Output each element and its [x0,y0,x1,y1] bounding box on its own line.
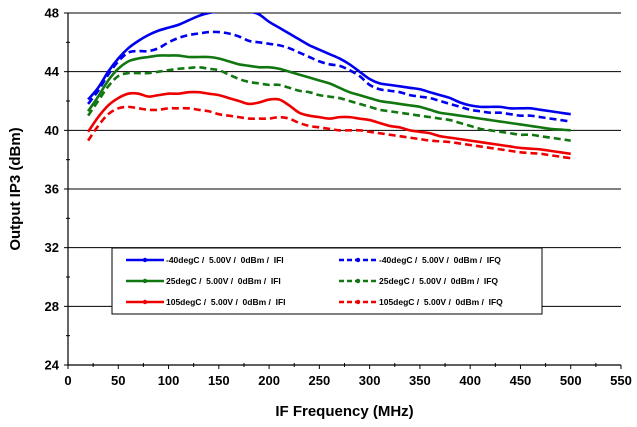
x-tick-label: 450 [510,373,532,388]
y-tick-label: 32 [45,240,59,255]
y-tick-label: 36 [45,182,59,197]
x-tick-label: 0 [64,373,71,388]
series-line-6 [87,105,571,160]
y-tick-label: 24 [45,358,60,373]
x-axis-title: IF Frequency (MHz) [275,403,413,420]
legend-box [111,247,543,315]
x-tick-label: 300 [359,373,381,388]
x-tick-label: 400 [459,373,481,388]
x-tick-label: 50 [111,373,125,388]
legend-marker [355,278,361,284]
series-line-1 [87,13,571,116]
legend-label: -40degC / 5.00V / 0dBm / IFI [166,255,284,265]
x-tick-label: 550 [610,373,632,388]
x-tick-label: 100 [158,373,180,388]
series-line-2 [87,30,571,123]
legend-label: 105degC / 5.00V / 0dBm / IFI [166,297,286,307]
legend-marker [142,257,148,263]
legend-marker [142,299,148,305]
series-line-4 [87,65,571,142]
legend-label: 105degC / 5.00V / 0dBm / IFQ [379,297,503,307]
legend-label: 25degC / 5.00V / 0dBm / IFQ [379,276,498,286]
y-tick-label: 40 [45,123,59,138]
series-lines [87,13,571,160]
x-tick-label: 150 [208,373,230,388]
y-tick-label: 48 [45,6,59,21]
legend-marker [355,299,361,305]
legend-marker [355,257,361,263]
x-tick-label: 500 [560,373,582,388]
legend: -40degC / 5.00V / 0dBm / IFI -40degC / 5.… [111,247,543,315]
y-tick-label: 44 [45,64,60,79]
series-line-5 [87,90,571,156]
legend-label: -40degC / 5.00V / 0dBm / IFQ [379,255,501,265]
y-tick-label: 28 [45,299,59,314]
series-line-3 [87,54,571,132]
x-tick-label: 200 [258,373,280,388]
legend-marker [142,278,148,284]
y-axis-title: Output IP3 (dBm) [7,127,24,250]
x-tick-label: 250 [309,373,331,388]
x-tick-label: 350 [409,373,431,388]
axes: 24 28 32 36 40 44 48 0 50 100 150 200 250 300 350 400 45… [45,6,632,389]
legend-label: 25degC / 5.00V / 0dBm / IFI [166,276,281,286]
